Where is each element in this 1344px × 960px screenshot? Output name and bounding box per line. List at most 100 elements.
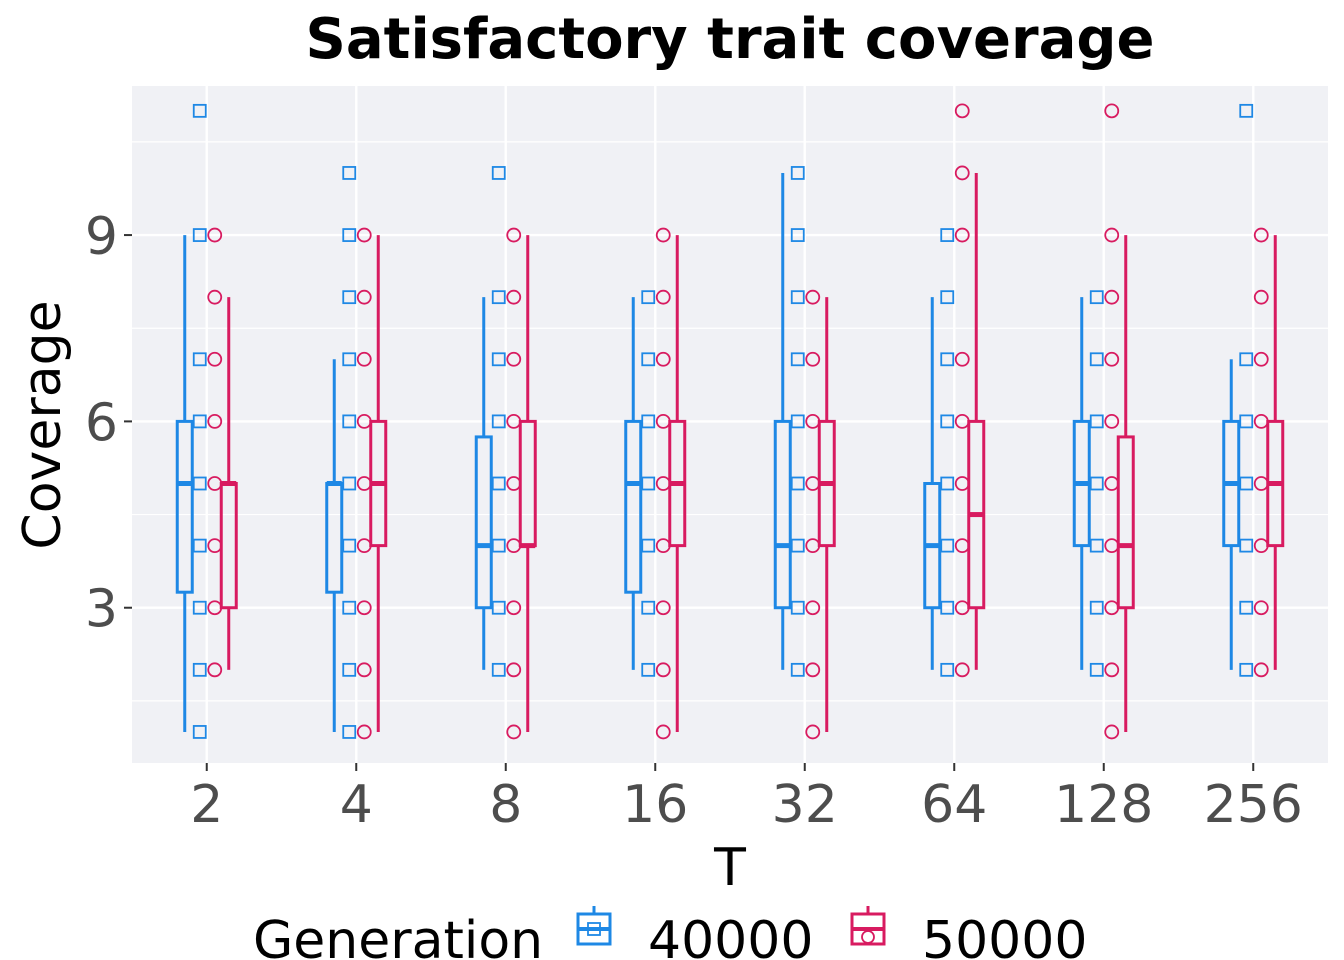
data-point xyxy=(805,413,821,429)
data-point xyxy=(1104,476,1120,491)
data-point xyxy=(342,352,357,367)
data-point xyxy=(1239,352,1254,367)
chart-title: Satisfactory trait coverage xyxy=(306,7,1155,72)
data-point xyxy=(1239,600,1254,615)
data-point xyxy=(1239,538,1254,553)
data-point xyxy=(506,724,522,740)
data-point xyxy=(192,476,207,491)
data-point xyxy=(954,227,970,243)
data-point xyxy=(356,724,372,740)
data-point xyxy=(1089,290,1104,305)
data-point xyxy=(790,538,805,553)
legend-key-marker xyxy=(587,922,601,936)
data-point xyxy=(655,476,671,491)
data-point xyxy=(207,227,223,243)
point-layer xyxy=(192,103,1269,740)
x-tick-label: 2 xyxy=(190,775,223,835)
data-point xyxy=(1104,103,1120,119)
x-tick-label: 32 xyxy=(772,775,838,835)
data-point xyxy=(192,662,207,677)
data-point xyxy=(940,414,955,429)
data-point xyxy=(506,351,522,367)
data-point xyxy=(790,476,805,491)
data-point xyxy=(641,414,656,429)
data-point xyxy=(207,289,223,305)
data-point xyxy=(940,228,955,242)
x-tick-label: 8 xyxy=(489,775,522,835)
data-point xyxy=(940,476,955,491)
data-point xyxy=(192,103,207,118)
data-point xyxy=(491,414,506,429)
data-point xyxy=(491,662,506,677)
box-iqr xyxy=(773,419,792,610)
data-point xyxy=(655,724,671,740)
data-point xyxy=(790,352,805,367)
data-point xyxy=(491,352,506,367)
data-point xyxy=(342,290,357,305)
data-point xyxy=(805,600,821,616)
data-point xyxy=(805,662,821,678)
data-point xyxy=(954,165,970,181)
data-point xyxy=(1089,414,1104,429)
data-point xyxy=(356,476,372,491)
box-layer xyxy=(175,172,1285,732)
data-point xyxy=(805,351,821,367)
data-point xyxy=(1253,538,1269,554)
data-point xyxy=(790,290,805,305)
data-point xyxy=(1239,662,1254,677)
data-point xyxy=(940,352,955,367)
data-point xyxy=(790,228,805,242)
data-point xyxy=(192,725,207,739)
data-point xyxy=(356,413,372,429)
y-tick-label: 9 xyxy=(85,207,118,267)
data-point xyxy=(1104,662,1120,678)
gridlines xyxy=(132,86,1328,763)
data-point xyxy=(192,538,207,553)
data-point xyxy=(940,662,955,677)
data-point xyxy=(655,662,671,678)
data-point xyxy=(342,476,357,491)
data-point xyxy=(506,476,522,491)
data-point xyxy=(641,538,656,553)
data-point xyxy=(954,476,970,491)
data-point xyxy=(940,538,955,553)
data-point xyxy=(207,662,223,678)
y-axis-title: Coverage xyxy=(13,300,73,549)
data-point xyxy=(506,289,522,305)
data-point xyxy=(641,600,656,615)
data-point xyxy=(641,662,656,677)
data-point xyxy=(1089,538,1104,553)
data-point xyxy=(356,662,372,678)
data-point xyxy=(1104,413,1120,429)
data-point xyxy=(954,413,970,429)
data-point xyxy=(506,600,522,616)
data-point xyxy=(940,600,955,615)
data-point xyxy=(342,414,357,429)
data-point xyxy=(342,600,357,615)
data-point xyxy=(805,476,821,491)
data-point xyxy=(1089,600,1104,615)
data-point xyxy=(342,166,357,180)
data-point xyxy=(805,289,821,305)
data-point xyxy=(1253,476,1269,491)
data-point xyxy=(491,166,506,180)
data-point xyxy=(1239,414,1254,429)
data-point xyxy=(1253,289,1269,305)
data-point xyxy=(342,228,357,242)
data-point xyxy=(954,103,970,119)
data-point xyxy=(356,351,372,367)
data-point xyxy=(192,414,207,429)
data-point xyxy=(1104,289,1120,305)
data-point xyxy=(491,476,506,491)
data-point xyxy=(207,351,223,367)
data-point xyxy=(356,289,372,305)
data-point xyxy=(1089,662,1104,677)
data-point xyxy=(655,413,671,429)
x-tick-label: 64 xyxy=(921,775,987,835)
data-point xyxy=(940,290,955,305)
data-point xyxy=(506,227,522,243)
data-point xyxy=(192,352,207,367)
data-point xyxy=(356,538,372,554)
data-point xyxy=(790,662,805,677)
